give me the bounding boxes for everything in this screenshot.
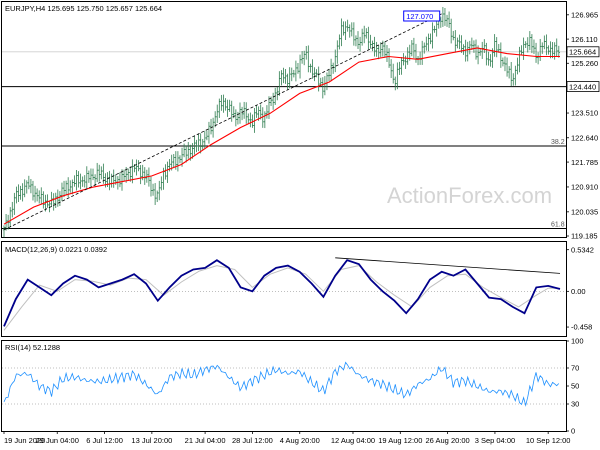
x-tick-label: 28 Jul 12:00	[232, 436, 273, 445]
x-tick-label: 12 Aug 04:00	[331, 436, 375, 445]
price-tick-label: 126.965	[571, 10, 598, 19]
macd-panel-frame	[1, 241, 567, 337]
rsi-tick-label: 30	[571, 400, 579, 409]
x-tick-label: 4 Aug 20:00	[280, 436, 320, 445]
peak-label: 127.070	[406, 12, 433, 21]
price-tick-label: 120.910	[571, 183, 598, 192]
macd-lines	[2, 257, 566, 331]
macd-signal-line	[3, 265, 560, 331]
current-price-box	[566, 46, 600, 58]
x-tick-label: 3 Sep 04:00	[475, 436, 515, 445]
rsi-lines	[2, 361, 566, 407]
rsi-tick-label: 50	[571, 382, 579, 391]
macd-header: MACD(12,26,9) 0.0221 0.0392	[5, 245, 107, 254]
macd-axis: 0.5342 0.00 -0.458	[566, 245, 594, 332]
price-horizontal-lines	[2, 51, 566, 229]
price-tick-label: 126.110	[571, 35, 598, 44]
x-tick-label: 19 Jun 2020	[4, 436, 45, 445]
rsi-axis: 100 70 50 30 0	[566, 337, 584, 436]
watermark: ActionForex.com	[387, 183, 552, 208]
peak-label-box	[403, 10, 441, 22]
support-label: 124.440	[569, 82, 596, 91]
x-tick-label: 26 Aug 20:00	[426, 436, 470, 445]
price-tick-label: 123.510	[571, 109, 598, 118]
rsi-tick-label: 0	[571, 427, 575, 436]
peak-label-group: 127.070	[403, 10, 441, 22]
moving-average-line	[3, 47, 560, 225]
price-candles	[2, 6, 560, 238]
x-tick-label: 13 Jul 20:00	[131, 436, 172, 445]
x-tick-label: 6 Jul 12:00	[86, 436, 123, 445]
x-tick-label: 10 Sep 12:00	[526, 436, 571, 445]
fib-label-38: 38.2	[551, 139, 565, 146]
rsi-tick-label: 70	[571, 364, 579, 373]
trendline	[3, 13, 442, 231]
macd-main-line	[3, 259, 561, 327]
price-axis: 126.965 126.110 125.260 123.510 122.640 121.7…	[566, 10, 598, 241]
price-header: EURJPY,H4 125.695 125.750 125.657 125.66…	[5, 4, 162, 13]
fib-label-61: 61.8	[551, 221, 565, 228]
x-tick-label: 19 Aug 12:00	[378, 436, 422, 445]
price-tick-label: 122.640	[571, 133, 598, 142]
rsi-panel-frame	[1, 340, 567, 432]
support-label-group: 124.440	[566, 81, 600, 92]
macd-tick-label: 0.00	[571, 287, 586, 296]
price-tick-label: 120.035	[571, 208, 598, 217]
current-price-label: 125.664	[569, 47, 596, 56]
price-tick-label: 125.260	[571, 59, 598, 68]
x-tick-label: 29 Jun 04:00	[36, 436, 79, 445]
rsi-tick-label: 100	[571, 337, 584, 346]
price-lines	[3, 13, 560, 231]
x-tick-label: 21 Jul 04:00	[185, 436, 226, 445]
rsi-header: RSI(14) 52.1288	[5, 343, 60, 352]
support-label-box	[566, 81, 600, 92]
price-tick-label: 119.185	[571, 232, 598, 241]
rsi-line	[3, 361, 560, 407]
price-panel-frame	[1, 1, 567, 238]
macd-tick-label: 0.5342	[571, 245, 594, 254]
macd-divergence-line	[335, 257, 561, 274]
price-tick-label: 121.785	[571, 158, 598, 167]
macd-tick-label: -0.458	[571, 323, 592, 332]
current-price-group: 125.664	[566, 46, 600, 58]
